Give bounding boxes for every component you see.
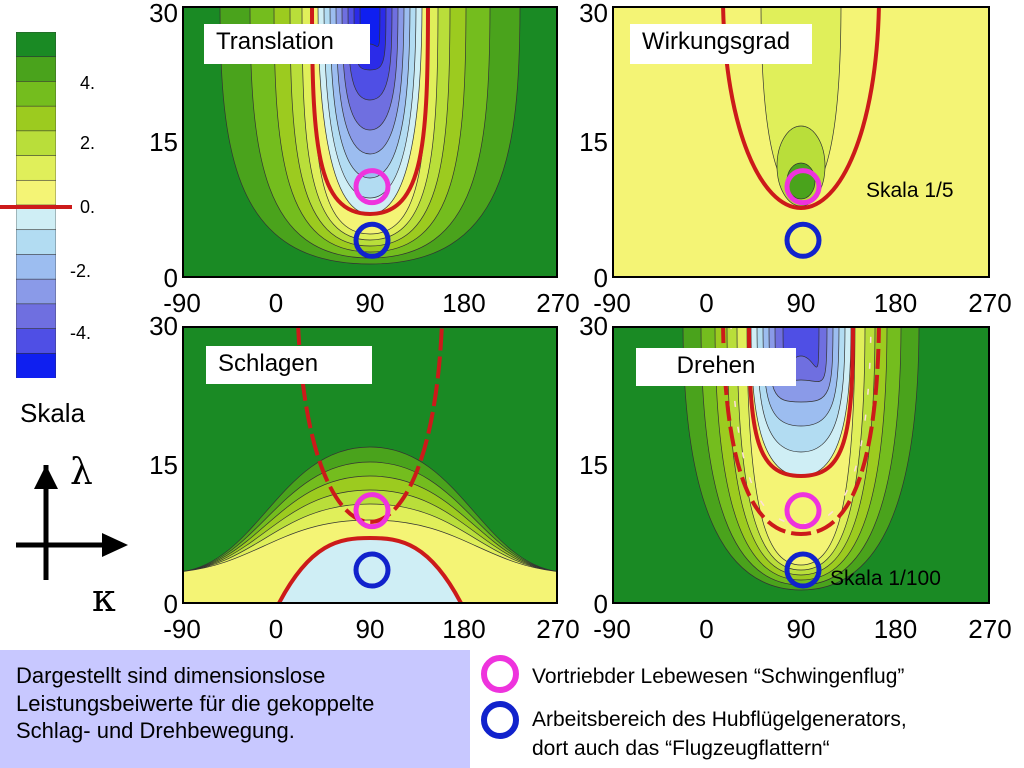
y-tick-label: 30 (579, 311, 608, 341)
x-tick-label: 0 (699, 614, 714, 644)
x-tick-label: 270 (536, 614, 580, 644)
magenta-circle-marker (784, 492, 822, 530)
legend-magenta-circle-icon (481, 655, 519, 693)
colorbar-label-2: 2. (80, 133, 96, 153)
y-tick-label: 0 (593, 589, 608, 619)
colorbar-swatch (15, 155, 57, 182)
annotation-scale-1-100: Skala 1/100 (830, 567, 941, 590)
annotation-scale-1-5: Skala 1/5 (866, 179, 954, 202)
x-tick-label: -90 (163, 288, 201, 318)
y-tick-label: 15 (149, 450, 178, 480)
colorbar-label-0: 0. (80, 197, 96, 217)
x-tick-label: 90 (786, 614, 816, 644)
x-tick-label: 0 (268, 614, 284, 644)
x-tick-label: 180 (873, 614, 918, 644)
legend-magenta-text: Vortriebder Lebewesen “Schwingenflug” (532, 665, 905, 688)
panel-title-translation: Translation (204, 24, 370, 64)
blue-circle-marker (353, 221, 391, 259)
panel-title-schlagen: Schlagen (206, 346, 372, 384)
y-tick-label: 0 (163, 263, 178, 293)
colorbar-swatch (15, 328, 57, 355)
info-box: Dargestellt sind dimensionslose Leistung… (0, 650, 470, 768)
y-tick-label: 15 (579, 127, 608, 157)
x-tick-label: 270 (536, 288, 580, 318)
colorbar-swatch (15, 229, 57, 256)
x-tick-label: 0 (699, 288, 714, 318)
x-axis-symbol: κ (92, 576, 116, 620)
y-tick-label: 30 (149, 311, 178, 341)
colorbar-zero-line (0, 205, 72, 209)
colorbar-swatch (15, 352, 57, 379)
legend-blue-text-2: dort auch das “Flugzeugflattern“ (532, 737, 830, 760)
colorbar-caption: Skala (20, 398, 86, 428)
colorbar-label-neg4: -4. (70, 323, 92, 343)
blue-circle-marker (784, 551, 822, 589)
blue-circle-marker (353, 551, 391, 589)
x-tick-label: -90 (163, 614, 201, 644)
y-tick-label: 15 (149, 127, 178, 157)
colorbar-swatch (15, 130, 57, 157)
x-tick-label: 180 (442, 614, 486, 644)
x-tick-label: -90 (593, 614, 631, 644)
info-line-1: Dargestellt sind dimensionslose (16, 663, 326, 688)
x-tick-label: 0 (268, 288, 284, 318)
x-tick-label: 90 (355, 614, 385, 644)
x-tick-label: 270 (968, 614, 1012, 644)
x-tick-label: 90 (786, 288, 816, 318)
colorbar-swatch (15, 56, 57, 83)
x-tick-label: 180 (442, 288, 486, 318)
x-tick-label: 270 (968, 288, 1012, 318)
axes-direction-icon (16, 465, 128, 580)
y-tick-label: 30 (579, 0, 608, 28)
x-tick-label: 180 (873, 288, 918, 318)
x-tick-label: -90 (593, 288, 631, 318)
y-tick-label: 30 (149, 0, 178, 28)
x-tick-label: 90 (355, 288, 385, 318)
translation-contour-plot (184, 8, 556, 276)
legend-blue-text-1: Arbeitsbereich des Hubflügelgenerators, (532, 708, 907, 731)
y-tick-label: 0 (593, 263, 608, 293)
colorbar-swatches (15, 31, 57, 379)
y-axis-symbol: λ (70, 452, 93, 493)
magenta-circle-marker (353, 168, 391, 206)
panel-title-drehen: Drehen (636, 348, 796, 386)
magenta-circle-marker (784, 168, 822, 206)
blue-circle-marker (784, 221, 822, 259)
colorbar-swatch (15, 31, 57, 58)
legend-blue-circle-icon (481, 701, 519, 739)
colorbar-label-4: 4. (80, 73, 96, 93)
colorbar-swatch (15, 278, 57, 305)
colorbar-swatch (15, 204, 57, 231)
colorbar-swatch (15, 81, 57, 107)
panel-title-wirkungsgrad: Wirkungsgrad (630, 24, 812, 64)
legend-markers (481, 655, 519, 739)
colorbar-swatch (15, 303, 57, 330)
y-tick-label: 0 (163, 589, 178, 619)
info-line-3: Schlag- und Drehbewegung. (16, 718, 295, 743)
colorbar-swatch (15, 254, 57, 280)
colorbar-swatch (15, 179, 57, 206)
colorbar-label-neg2: -2. (70, 261, 92, 281)
magenta-circle-marker (353, 492, 391, 530)
panel-translation (182, 6, 558, 278)
y-tick-label: 15 (579, 450, 608, 480)
colorbar (15, 31, 57, 379)
colorbar-swatch (15, 105, 57, 132)
info-line-2: Leistungsbeiwerte für die gekoppelte (16, 690, 375, 716)
